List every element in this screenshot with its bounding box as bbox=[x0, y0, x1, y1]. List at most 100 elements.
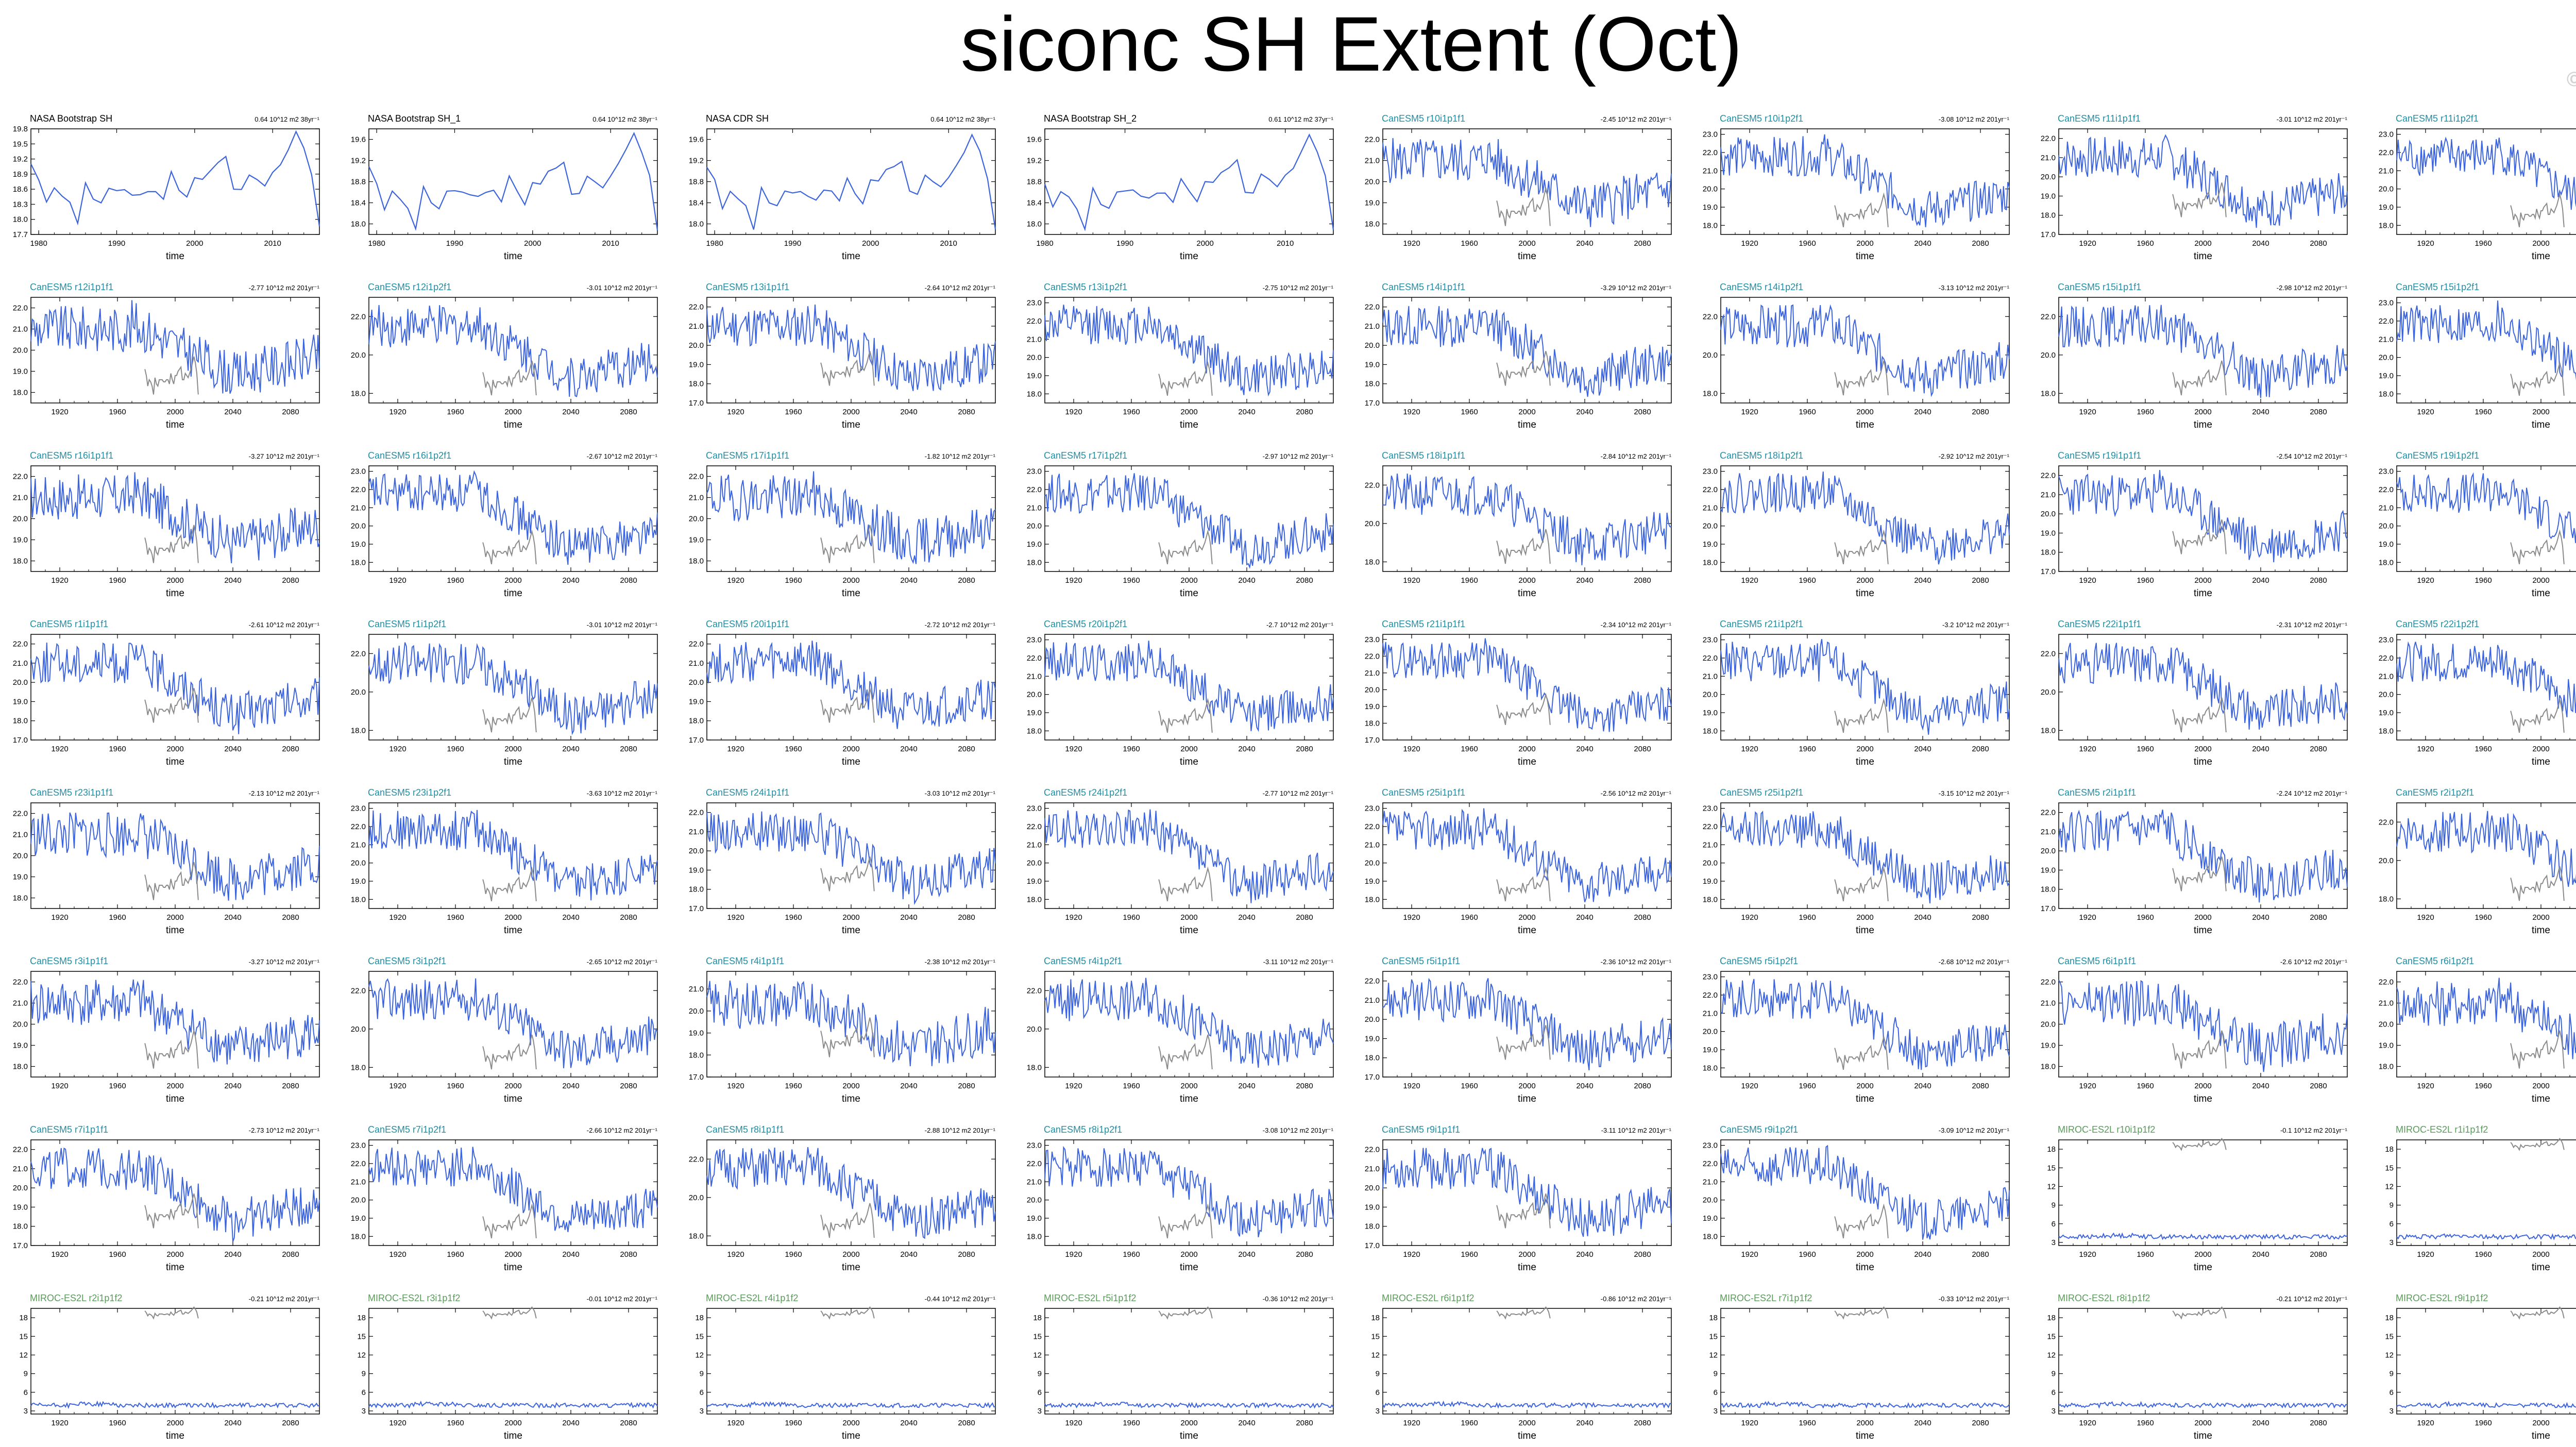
series-line bbox=[2058, 470, 2348, 563]
y-tick-label: 23.0 bbox=[1703, 1141, 1718, 1150]
x-axis-label: time bbox=[1180, 756, 1198, 767]
x-tick-label: 2000 bbox=[862, 239, 879, 248]
x-axis-label: time bbox=[1180, 588, 1198, 599]
x-axis-label: time bbox=[166, 588, 184, 599]
x-tick-label: 2080 bbox=[620, 1419, 637, 1427]
x-tick-label: 1960 bbox=[1799, 576, 1816, 585]
x-axis-label: time bbox=[1518, 1431, 1536, 1441]
panel-trend: -3.03 10^12 m2 201yr⁻¹ bbox=[925, 789, 996, 797]
y-tick-label: 19.0 bbox=[2379, 372, 2394, 380]
y-tick-label: 21.0 bbox=[2041, 999, 2056, 1008]
x-tick-label: 1960 bbox=[109, 408, 126, 416]
x-tick-label: 2000 bbox=[2532, 576, 2549, 585]
x-tick-label: 1920 bbox=[1403, 913, 1420, 922]
y-tick-label: 18.0 bbox=[351, 1063, 366, 1072]
y-tick-label: 21.0 bbox=[2379, 999, 2394, 1008]
panel-58: MIROC-ES2L r3i1p1f2 -0.01 10^12 m2 201yr⁻… bbox=[357, 1293, 658, 1441]
x-tick-label: 1920 bbox=[1741, 913, 1758, 922]
x-axis-label: time bbox=[1518, 588, 1536, 599]
x-tick-label: 1960 bbox=[447, 1419, 464, 1427]
y-tick-label: 23.0 bbox=[1703, 804, 1718, 813]
x-tick-label: 1920 bbox=[727, 408, 744, 416]
copyright-watermark: © CVDP-LE bbox=[2566, 68, 2576, 91]
y-tick-label: 20.0 bbox=[1027, 1025, 1042, 1034]
panel-trend: -2.77 10^12 m2 201yr⁻¹ bbox=[249, 284, 320, 292]
y-tick-label: 20.0 bbox=[2379, 522, 2394, 531]
y-tick-label: 6 bbox=[24, 1388, 28, 1397]
x-tick-label: 2080 bbox=[958, 576, 975, 585]
x-tick-label: 1960 bbox=[2475, 1419, 2492, 1427]
panel-trend: -3.09 10^12 m2 201yr⁻¹ bbox=[1939, 1126, 2010, 1134]
x-axis-label: time bbox=[504, 925, 522, 936]
y-tick-label: 20.0 bbox=[1027, 522, 1042, 531]
y-tick-label: 20.0 bbox=[2041, 1020, 2056, 1029]
plot-frame bbox=[30, 634, 320, 741]
y-tick-label: 19.5 bbox=[13, 140, 28, 148]
y-tick-label: 18.0 bbox=[351, 895, 366, 904]
panel-title: CanESM5 r8i1p2f1 bbox=[1044, 1124, 1122, 1135]
y-tick-label: 18.9 bbox=[13, 170, 28, 179]
panel-trend: -2.38 10^12 m2 201yr⁻¹ bbox=[925, 958, 996, 966]
y-tick-label: 20.0 bbox=[1703, 1196, 1718, 1205]
y-tick-label: 19.0 bbox=[1703, 877, 1718, 886]
observations-overlay bbox=[2172, 519, 2227, 554]
series-line bbox=[2058, 980, 2348, 1072]
y-tick-label: 19.0 bbox=[2379, 1041, 2394, 1050]
panel-title: CanESM5 r1i1p2f1 bbox=[368, 619, 446, 629]
y-tick-label: 18.0 bbox=[351, 558, 366, 567]
y-tick-label: 22.0 bbox=[351, 986, 366, 995]
series-line bbox=[30, 642, 320, 734]
y-tick-label: 3 bbox=[1376, 1407, 1380, 1416]
y-tick-label: 22.0 bbox=[13, 978, 28, 987]
x-tick-label: 2010 bbox=[1277, 239, 1294, 248]
x-tick-label: 2040 bbox=[2252, 408, 2269, 416]
x-axis-label: time bbox=[1856, 1431, 1874, 1441]
y-tick-label: 18.0 bbox=[1365, 895, 1380, 904]
y-tick-label: 20.0 bbox=[351, 351, 366, 360]
y-tick-label: 21.0 bbox=[1027, 840, 1042, 849]
y-tick-label: 9 bbox=[1038, 1370, 1042, 1378]
panel-33: CanESM5 r23i1p1f1 -2.13 10^12 m2 201yr⁻¹ 1… bbox=[13, 787, 320, 936]
series-line bbox=[1382, 1400, 1672, 1409]
y-tick-label: 21.0 bbox=[689, 828, 704, 836]
x-tick-label: 2000 bbox=[166, 408, 183, 416]
y-tick-label: 22.0 bbox=[2379, 485, 2394, 494]
y-tick-label: 20.0 bbox=[2041, 173, 2056, 181]
panel-title: MIROC-ES2L r3i1p1f2 bbox=[368, 1293, 460, 1303]
panel-title: CanESM5 r15i1p2f1 bbox=[2396, 282, 2479, 292]
plot-frame bbox=[2058, 1139, 2348, 1246]
panel-3: NASA CDR SH 0.64 10^12 m2 38yr⁻¹ 18.0 18.4 1… bbox=[689, 113, 996, 262]
x-tick-label: 2040 bbox=[2252, 745, 2269, 753]
observations-overlay bbox=[2510, 192, 2565, 228]
y-tick-label: 17.0 bbox=[1365, 736, 1380, 745]
y-tick-label: 6 bbox=[362, 1388, 366, 1397]
y-tick-label: 20.0 bbox=[1027, 859, 1042, 868]
observations-overlay bbox=[1496, 188, 1551, 226]
panel-9: CanESM5 r12i1p1f1 -2.77 10^12 m2 201yr⁻¹ 1… bbox=[13, 282, 320, 430]
y-tick-label: 18.0 bbox=[689, 885, 704, 894]
y-tick-label: 18.4 bbox=[1027, 199, 1042, 208]
x-tick-label: 2010 bbox=[264, 239, 281, 248]
plot-frame bbox=[706, 634, 996, 741]
y-tick-label: 9 bbox=[2052, 1370, 2056, 1378]
y-tick-label: 19.2 bbox=[13, 155, 28, 164]
x-tick-label: 2080 bbox=[620, 1250, 637, 1259]
series-line bbox=[1382, 638, 1672, 732]
panel-title: CanESM5 r20i1p1f1 bbox=[706, 619, 789, 629]
panel-trend: -3.01 10^12 m2 201yr⁻¹ bbox=[2277, 115, 2348, 123]
y-tick-label: 20.0 bbox=[2041, 847, 2056, 855]
panel-trend: -3.08 10^12 m2 201yr⁻¹ bbox=[1263, 1126, 1334, 1134]
x-tick-label: 1920 bbox=[1741, 1250, 1758, 1259]
panel-trend: -0.86 10^12 m2 201yr⁻¹ bbox=[1601, 1295, 1672, 1303]
plot-frame bbox=[30, 802, 320, 909]
y-tick-label: 21.0 bbox=[689, 659, 704, 668]
panel-trend: -0.21 10^12 m2 201yr⁻¹ bbox=[2277, 1295, 2348, 1303]
observations-overlay bbox=[1834, 360, 1889, 396]
y-tick-label: 3 bbox=[1714, 1407, 1718, 1416]
observations-overlay bbox=[1496, 351, 1551, 386]
panel-title: CanESM5 r18i1p1f1 bbox=[1382, 450, 1465, 461]
series-line bbox=[368, 131, 658, 231]
x-tick-label: 2000 bbox=[1856, 1419, 1873, 1427]
y-tick-label: 18.0 bbox=[1365, 558, 1380, 566]
x-tick-label: 2080 bbox=[1634, 1250, 1651, 1259]
